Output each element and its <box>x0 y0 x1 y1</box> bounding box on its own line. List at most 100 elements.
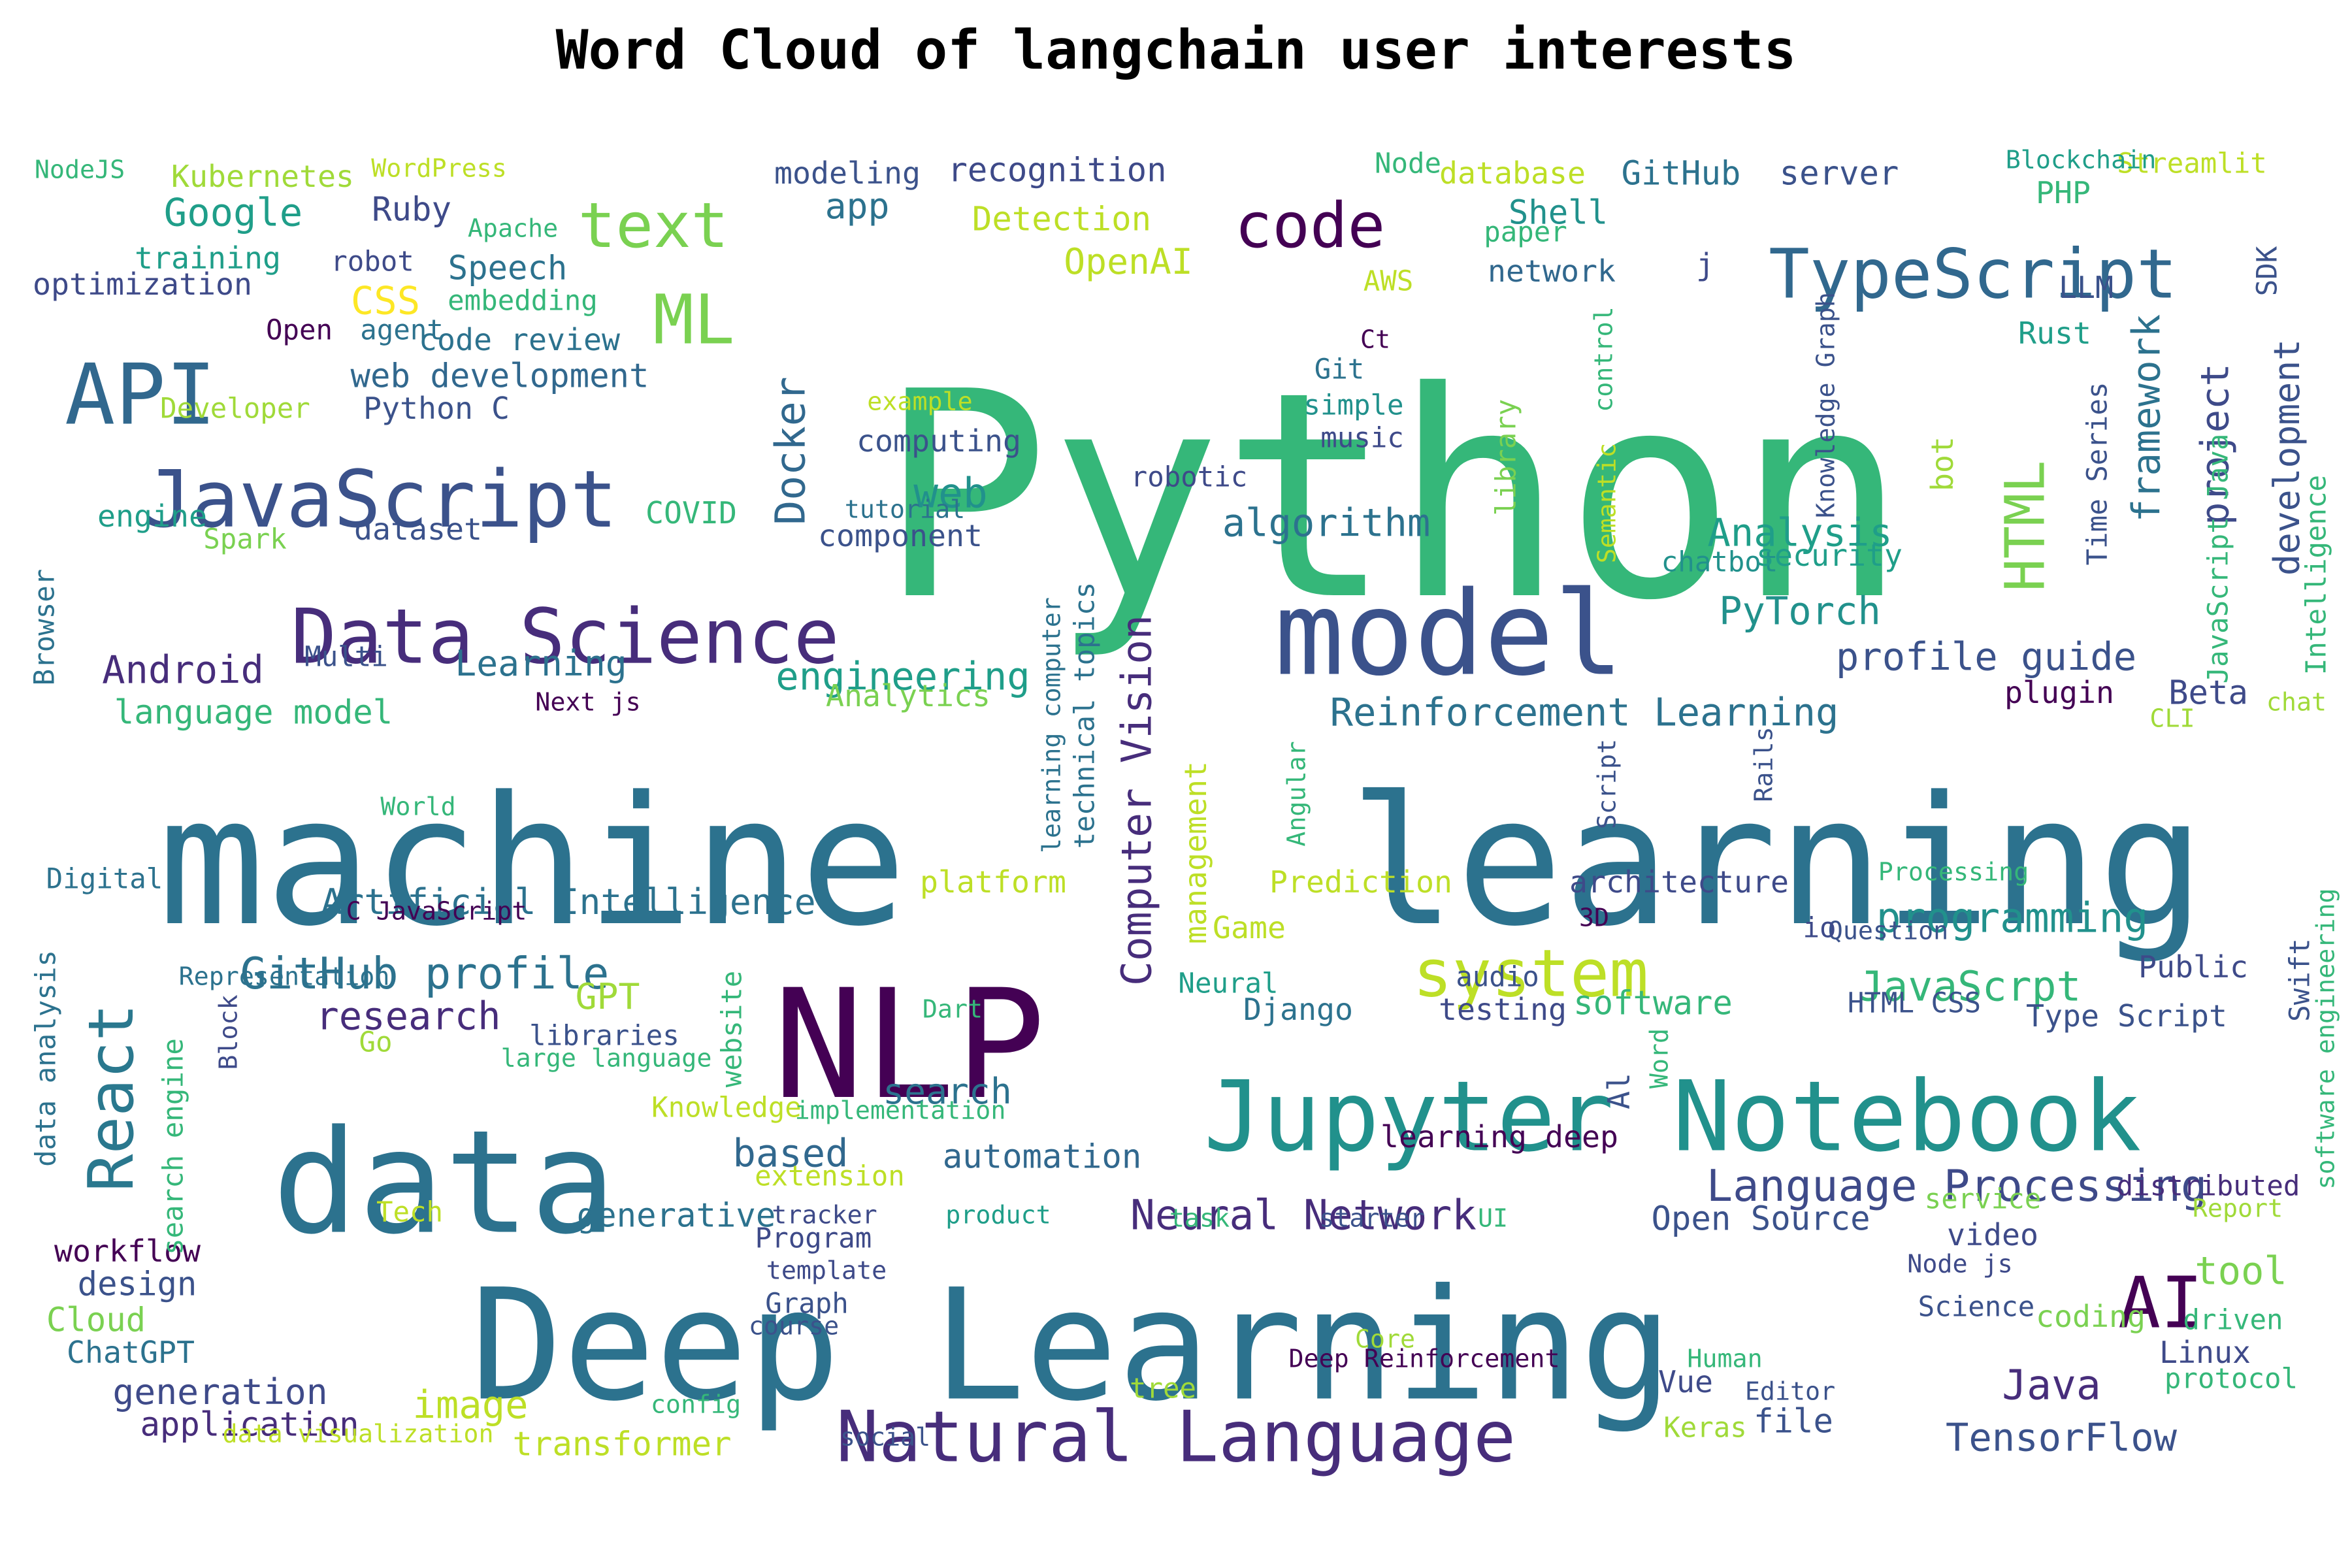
cloud-word: Node js <box>1907 1250 2012 1279</box>
cloud-word: tool <box>2195 1249 2287 1294</box>
cloud-word: Keras <box>1663 1412 1747 1444</box>
cloud-word: web development <box>351 357 649 395</box>
cloud-word: component <box>818 518 983 553</box>
cloud-word: JavaScript <box>144 454 617 546</box>
cloud-word: Knowledge <box>651 1092 802 1124</box>
cloud-word: development <box>2266 339 2308 576</box>
cloud-word: Processing <box>1878 858 2029 887</box>
cloud-word: Game <box>1213 910 1286 945</box>
cloud-word: NLP <box>773 958 1045 1133</box>
cloud-word: optimization <box>33 267 252 302</box>
cloud-word: Computer Vision <box>1113 615 1161 986</box>
cloud-word: course <box>749 1312 839 1341</box>
cloud-word: Google <box>164 190 302 235</box>
cloud-word: chat <box>2266 688 2327 717</box>
cloud-word: generative <box>577 1196 776 1235</box>
cloud-word: website <box>716 971 748 1088</box>
cloud-word: HTML <box>1994 461 2057 592</box>
cloud-word: PyTorch <box>1719 589 1881 634</box>
cloud-word: programming <box>1876 894 2149 942</box>
cloud-word: ChatGPT <box>67 1335 195 1370</box>
cloud-word: system <box>1413 936 1649 1012</box>
cloud-word: Knowledge Graph <box>1812 292 1841 518</box>
cloud-word: GPT <box>576 975 640 1017</box>
cloud-word: engineering <box>776 654 1030 699</box>
cloud-word: control <box>1590 306 1619 412</box>
cloud-word: platform <box>920 864 1066 900</box>
cloud-word: Artificial Intelligence <box>321 881 815 923</box>
cloud-word: Blockchain <box>2006 146 2157 175</box>
cloud-word: modeling <box>774 155 921 191</box>
cloud-word: social <box>840 1423 930 1452</box>
cloud-word: Report <box>2193 1194 2283 1224</box>
cloud-word: large language <box>501 1044 712 1073</box>
cloud-word: coding <box>2036 1299 2146 1334</box>
cloud-word: model <box>1275 566 1624 702</box>
cloud-word: computing <box>857 423 1021 459</box>
cloud-word: training <box>135 240 281 276</box>
cloud-word: automation <box>943 1137 1142 1176</box>
cloud-word: code review <box>419 322 620 357</box>
cloud-word: Docker <box>767 376 815 525</box>
cloud-word: Shell <box>1509 193 1608 232</box>
cloud-word: Django <box>1243 992 1353 1027</box>
cloud-word: Representation <box>179 962 390 992</box>
cloud-word: Analysis <box>1707 510 1892 555</box>
cloud-word: plugin <box>2004 675 2114 710</box>
cloud-word: Angular <box>1282 741 1312 846</box>
cloud-word: World <box>380 792 455 822</box>
cloud-word: Core <box>1355 1325 1415 1354</box>
cloud-word: video <box>1947 1217 2038 1252</box>
cloud-word: Linux <box>2159 1335 2251 1370</box>
cloud-word: Python <box>879 331 1908 662</box>
cloud-word: io <box>1803 912 1836 944</box>
cloud-word: Tech <box>376 1196 443 1228</box>
cloud-word: Time Series <box>2082 382 2114 566</box>
cloud-word: Spark <box>203 523 287 555</box>
cloud-word: framework <box>2124 314 2169 523</box>
cloud-word: based <box>733 1131 849 1176</box>
cloud-word: Open <box>266 314 333 346</box>
cloud-word: application <box>140 1405 359 1444</box>
cloud-word: library <box>1490 399 1522 516</box>
cloud-word: architecture <box>1569 864 1789 900</box>
cloud-word: Deep Reinforcement <box>1288 1345 1560 1374</box>
cloud-word: profile guide <box>1836 634 2136 679</box>
cloud-word: search <box>883 1070 1012 1112</box>
cloud-word: Jupyter Notebook <box>1203 1061 2141 1174</box>
cloud-word: app <box>825 185 890 227</box>
cloud-word: Reinforcement Learning <box>1330 690 1839 735</box>
cloud-word: file <box>1754 1402 1833 1441</box>
cloud-word: Rails <box>1750 727 1779 802</box>
cloud-word: Intelligence <box>2300 475 2332 675</box>
cloud-word: Block <box>214 994 244 1070</box>
cloud-word: data visualization <box>222 1420 493 1449</box>
cloud-word: tracker <box>772 1201 877 1230</box>
cloud-word: driven <box>2183 1304 2283 1336</box>
cloud-word: OpenAI <box>1064 240 1193 282</box>
cloud-word: Rust <box>2018 316 2091 351</box>
cloud-word: config <box>651 1390 741 1420</box>
cloud-word: Browser <box>29 569 61 686</box>
cloud-word: workflow <box>54 1233 201 1269</box>
cloud-word: code <box>1235 189 1385 262</box>
cloud-word: software <box>1573 984 1733 1022</box>
cloud-word: GitHub <box>1622 154 1741 193</box>
cloud-word: Swift <box>2284 938 2316 1022</box>
cloud-word: Next js <box>535 688 640 717</box>
cloud-word: distributed <box>2117 1170 2300 1202</box>
cloud-word: learning deep <box>1380 1119 1618 1154</box>
cloud-word: technical topics <box>1069 582 1101 849</box>
cloud-word: Beta <box>2168 674 2248 712</box>
cloud-word: libraries <box>529 1020 679 1052</box>
cloud-word: server <box>1780 154 1899 193</box>
cloud-word: Prediction <box>1269 864 1452 900</box>
cloud-word: starter <box>1319 1204 1424 1233</box>
cloud-word: engine <box>97 498 207 534</box>
cloud-word: AWS <box>1364 265 1414 297</box>
cloud-word: robotic <box>1131 461 1248 493</box>
cloud-word: Git <box>1315 353 1365 385</box>
cloud-word: paper <box>1484 216 1567 248</box>
cloud-word: Dart <box>923 995 983 1024</box>
cloud-word: tree <box>1130 1373 1196 1405</box>
